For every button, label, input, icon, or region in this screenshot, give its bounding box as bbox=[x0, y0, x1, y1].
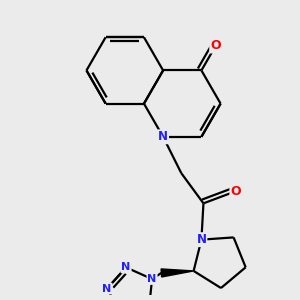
Text: N: N bbox=[158, 130, 168, 143]
Text: N: N bbox=[147, 274, 157, 284]
Text: N: N bbox=[122, 262, 131, 272]
Text: O: O bbox=[210, 40, 221, 52]
Text: O: O bbox=[230, 185, 241, 198]
Text: N: N bbox=[196, 233, 206, 246]
Text: N: N bbox=[102, 284, 112, 294]
Polygon shape bbox=[161, 269, 194, 277]
